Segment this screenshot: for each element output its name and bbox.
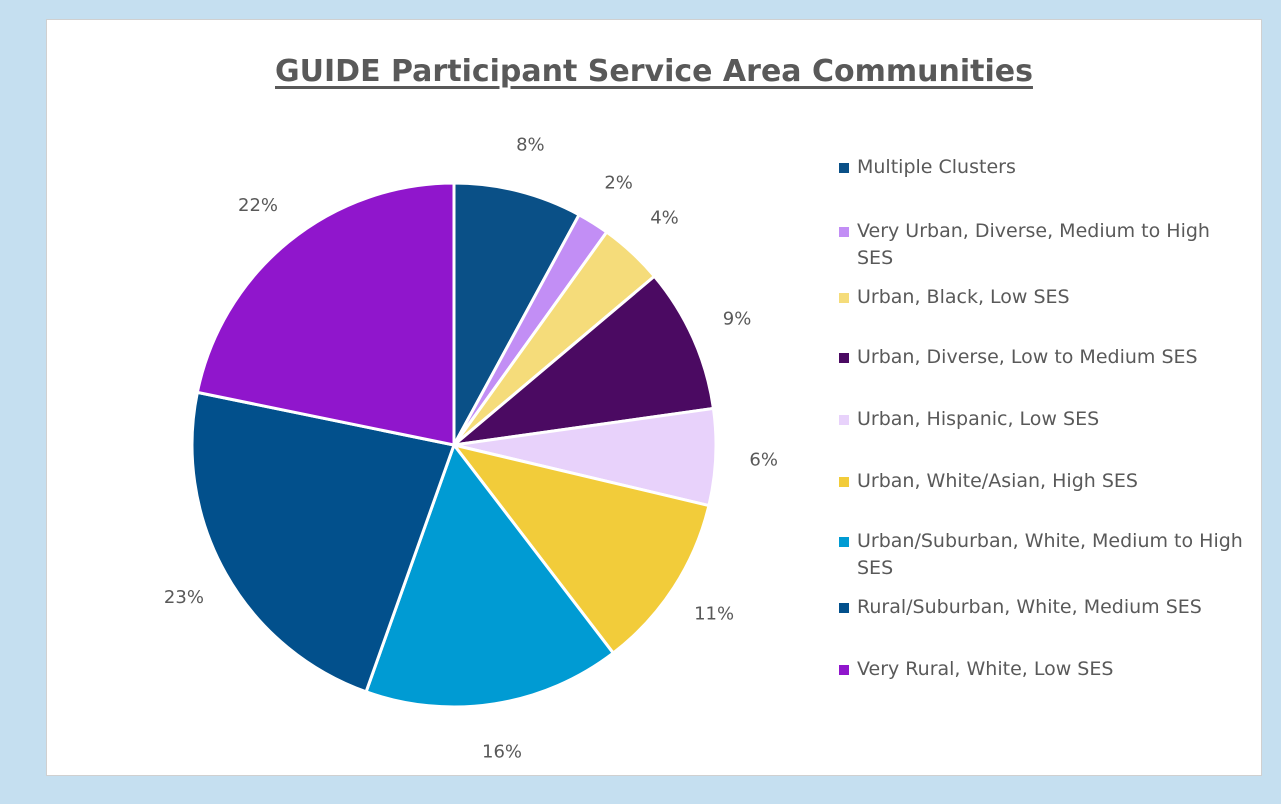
legend-item: Very Urban, Diverse, Medium to High SES bbox=[839, 218, 1249, 272]
legend-item: Rural/Suburban, White, Medium SES bbox=[839, 594, 1249, 621]
legend-item: Urban, Diverse, Low to Medium SES bbox=[839, 344, 1249, 371]
legend-swatch bbox=[839, 477, 849, 487]
pie-slice bbox=[364, 441, 616, 709]
legend-swatch bbox=[839, 603, 849, 613]
legend-label: Rural/Suburban, White, Medium SES bbox=[857, 596, 1202, 618]
legend-label: Urban, Diverse, Low to Medium SES bbox=[857, 346, 1198, 368]
legend-swatch bbox=[839, 227, 849, 237]
legend-swatch bbox=[839, 163, 849, 173]
pie-slice bbox=[450, 442, 711, 656]
slice-percent-label: 6% bbox=[749, 449, 778, 470]
slice-percent-label: 4% bbox=[650, 207, 679, 228]
legend-swatch bbox=[839, 293, 849, 303]
legend-swatch bbox=[839, 537, 849, 547]
legend-label: Urban/Suburban, White, Medium to High SE… bbox=[857, 530, 1243, 579]
pie-chart: 8% 2% 4% 9% 6% 11% 16% 23% 22% bbox=[164, 135, 778, 763]
pie-slice bbox=[452, 181, 582, 446]
legend-label: Urban, Black, Low SES bbox=[857, 286, 1070, 308]
legend-label: Very Rural, White, Low SES bbox=[857, 658, 1114, 680]
legend-item: Multiple Clusters bbox=[839, 154, 1249, 181]
legend-item: Urban, White/Asian, High SES bbox=[839, 468, 1249, 495]
chart-title: GUIDE Participant Service Area Communiti… bbox=[275, 54, 1033, 89]
legend-item: Very Rural, White, Low SES bbox=[839, 656, 1249, 683]
legend-label: Urban, White/Asian, High SES bbox=[857, 470, 1138, 492]
chart-card: GUIDE Participant Service Area Communiti… bbox=[46, 19, 1262, 776]
pie-slice bbox=[449, 274, 716, 448]
slice-percent-label: 23% bbox=[164, 587, 204, 608]
pie-slice bbox=[190, 390, 456, 694]
legend-item: Urban, Hispanic, Low SES bbox=[839, 406, 1249, 433]
slice-percent-label: 16% bbox=[482, 741, 522, 762]
legend-label: Multiple Clusters bbox=[857, 156, 1016, 178]
slice-percent-label: 22% bbox=[238, 195, 278, 216]
slice-percent-label: 8% bbox=[516, 135, 545, 156]
legend-item: Urban, Black, Low SES bbox=[839, 284, 1249, 311]
pie-slice bbox=[195, 181, 456, 447]
legend-swatch bbox=[839, 665, 849, 675]
legend-label: Very Urban, Diverse, Medium to High SES bbox=[857, 220, 1210, 269]
legend-swatch bbox=[839, 353, 849, 363]
slice-percent-label: 11% bbox=[694, 604, 734, 625]
legend-label: Urban, Hispanic, Low SES bbox=[857, 408, 1100, 430]
slice-percent-label: 9% bbox=[723, 309, 752, 330]
legend-swatch bbox=[839, 415, 849, 425]
slice-percent-label: 2% bbox=[604, 172, 633, 193]
legend-item: Urban/Suburban, White, Medium to High SE… bbox=[839, 528, 1249, 582]
